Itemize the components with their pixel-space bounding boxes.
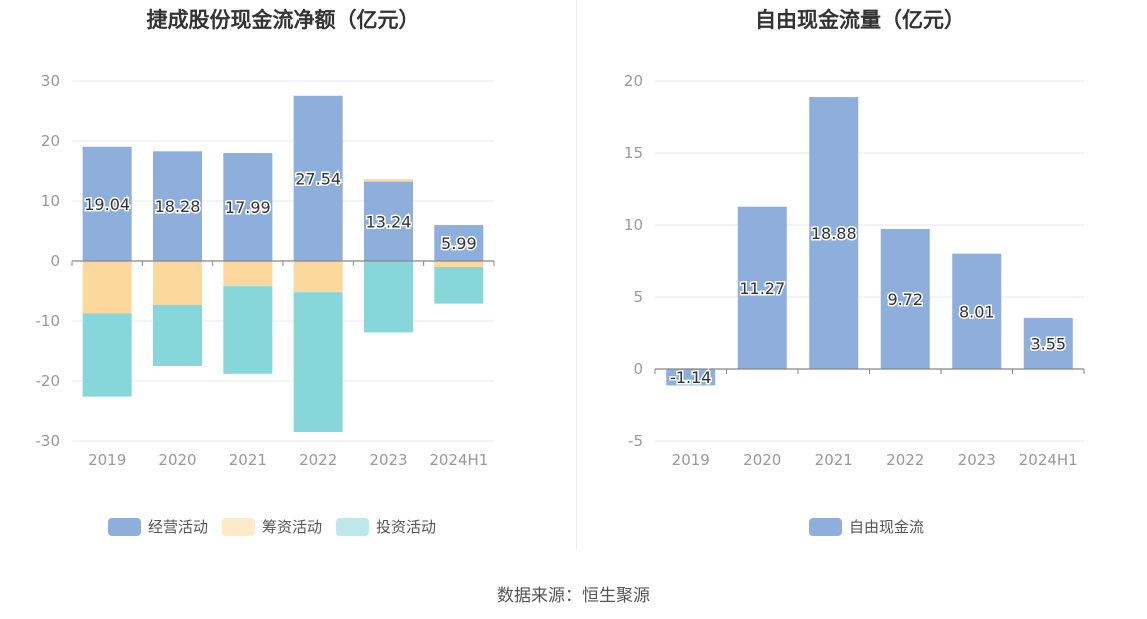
fcf-data-label: 18.88 [811, 224, 857, 243]
fcf-bar-1 [952, 253, 1002, 369]
cashflow-bar-1 [434, 225, 484, 261]
cashflow-y-tick-label: 30 [41, 72, 60, 90]
cashflow-data-label: 17.99 [225, 198, 271, 217]
cashflow-legend-swatch [108, 517, 141, 536]
cashflow-bar-2 [153, 261, 202, 305]
fcf-bar-1 [1023, 317, 1073, 369]
cashflow-bar-3 [293, 292, 343, 432]
fcf-x-tick-label: 2020 [743, 451, 781, 469]
chart-divider [576, 0, 577, 550]
cashflow-plot: 30 20 10 0 -10 -20 -30 19.04 18.28 17.99 27.54 13.2… [36, 72, 495, 469]
cashflow-y-tick-label: 0 [50, 252, 60, 270]
left-legend: 经营活动 筹资活动 投资活动 [108, 516, 450, 537]
left-chart-title: 捷成股份现金流净额（亿元） [146, 8, 420, 32]
cashflow-legend-item[interactable]: 筹资活动 [222, 516, 322, 537]
cashflow-y-tick-label: 10 [41, 192, 60, 210]
cashflow-bar-2 [223, 261, 273, 287]
fcf-x-tick-label: 2021 [815, 451, 853, 469]
cashflow-legend-label: 筹资活动 [262, 518, 323, 536]
fcf-data-label: -1.14 [670, 368, 711, 387]
cashflow-bar-1 [82, 146, 132, 261]
fcf-data-label: 3.55 [1030, 334, 1066, 353]
cashflow-x-tick-label: 2024H1 [429, 451, 488, 469]
cashflow-bar-3 [364, 261, 413, 333]
cashflow-bar-1 [293, 95, 343, 261]
cashflow-bar-2 [293, 261, 343, 293]
cashflow-x-tick-label: 2021 [229, 451, 267, 469]
fcf-data-label: 9.72 [887, 290, 923, 309]
fcf-bar-1 [809, 97, 859, 370]
cashflow-x-tick-label: 2019 [88, 451, 126, 469]
fcf-y-tick-label: 0 [633, 360, 643, 378]
cashflow-bar-1 [364, 181, 413, 261]
fcf-y-tick-label: 20 [624, 72, 643, 90]
fcf-data-label: 8.01 [959, 302, 995, 321]
fcf-x-tick-label: 2024H1 [1019, 451, 1078, 469]
cashflow-legend-swatch [336, 517, 370, 536]
cashflow-bar-1 [153, 151, 202, 261]
cashflow-bar-1 [223, 153, 273, 261]
fcf-x-tick-label: 2022 [886, 451, 924, 469]
cashflow-legend-item[interactable]: 投资活动 [336, 516, 436, 537]
right-legend: 自由现金流 [809, 516, 938, 537]
cashflow-bar-3 [153, 304, 202, 366]
fcf-x-tick-label: 2023 [958, 451, 996, 469]
fcf-bar-1 [666, 369, 716, 386]
cashflow-bar-2 [364, 179, 413, 182]
fcf-y-tick-label: 15 [624, 144, 643, 162]
fcf-y-tick-label: 5 [633, 288, 643, 306]
cashflow-legend-label: 投资活动 [376, 518, 437, 536]
fcf-y-tick-label: 10 [624, 216, 643, 234]
fcf-legend-swatch [809, 517, 842, 536]
cashflow-bar-3 [434, 267, 484, 304]
cashflow-data-label: 5.99 [441, 234, 477, 253]
right-chart-title: 自由现金流量（亿元） [755, 8, 965, 32]
fcf-data-label: 11.27 [739, 279, 785, 298]
cashflow-legend-item[interactable]: 经营活动 [108, 516, 208, 537]
cashflow-bar-2 [82, 261, 132, 314]
fcf-plot: 20 15 10 5 0 -5 -1.14 11.27 18.88 9.72 8.01 3.55 201… [624, 72, 1085, 469]
cashflow-bar-3 [223, 286, 273, 374]
fcf-x-tick-label: 2019 [672, 451, 710, 469]
fcf-legend-item[interactable]: 自由现金流 [809, 516, 924, 537]
cashflow-data-label: 13.24 [366, 212, 412, 231]
cashflow-data-label: 18.28 [155, 197, 201, 216]
cashflow-y-tick-label: -30 [36, 432, 61, 450]
cashflow-x-tick-label: 2023 [369, 451, 407, 469]
fcf-y-tick-label: -5 [628, 432, 643, 450]
cashflow-y-tick-label: 20 [41, 132, 60, 150]
cashflow-x-tick-label: 2022 [299, 451, 337, 469]
cashflow-data-label: 19.04 [84, 195, 130, 214]
fcf-legend-label: 自由现金流 [849, 518, 925, 536]
cashflow-data-label: 27.54 [295, 169, 341, 188]
fcf-bar-1 [737, 206, 787, 369]
data-source-note: 数据来源：恒生聚源 [497, 586, 650, 606]
cashflow-x-tick-label: 2020 [158, 451, 196, 469]
cashflow-legend-swatch [222, 517, 256, 536]
fcf-bar-1 [880, 229, 930, 369]
cashflow-bar-2 [434, 261, 484, 267]
cashflow-legend-label: 经营活动 [148, 518, 209, 536]
cashflow-y-tick-label: -20 [36, 372, 61, 390]
cashflow-y-tick-label: -10 [36, 312, 61, 330]
cashflow-bar-3 [82, 313, 132, 397]
